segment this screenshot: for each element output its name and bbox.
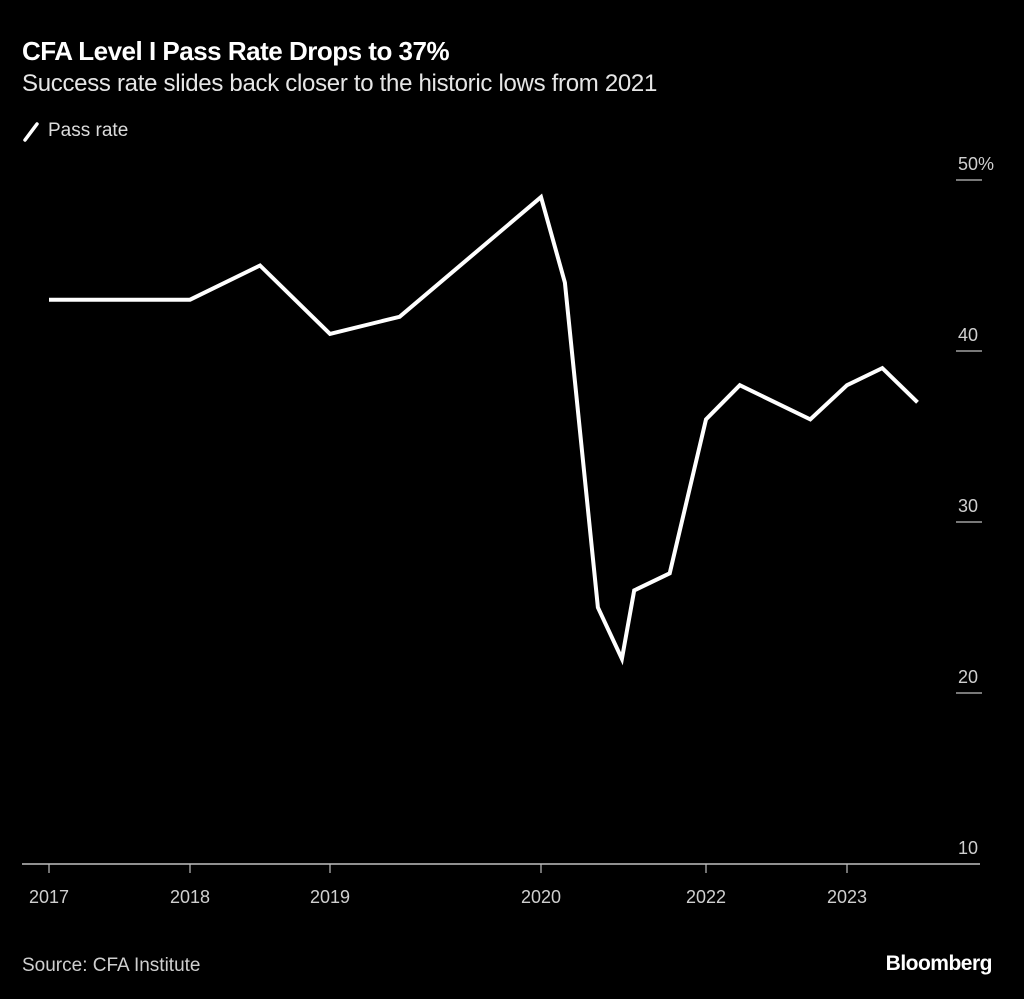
x-tick-label: 2017 <box>29 887 69 907</box>
y-tick-label: 20 <box>958 667 978 687</box>
series-line-pass-rate <box>49 193 919 666</box>
legend: Pass rate <box>22 119 128 143</box>
legend-label: Pass rate <box>48 120 129 141</box>
x-tick-label: 2019 <box>310 887 350 907</box>
bloomberg-logo: Bloomberg <box>885 952 993 975</box>
y-tick-label: 40 <box>958 325 978 345</box>
source-note: Source: CFA Institute <box>22 955 201 976</box>
x-tick-label: 2020 <box>521 887 561 907</box>
x-tick-label: 2023 <box>827 887 867 907</box>
chart-subtitle: Success rate slides back closer to the h… <box>22 70 658 97</box>
y-tick-label: 30 <box>958 496 978 516</box>
x-axis: 2017 2018 2019 2020 2022 2023 <box>22 863 980 907</box>
series-group <box>49 193 919 666</box>
y-axis: 50% 40 30 20 10 <box>956 154 994 858</box>
legend-line-icon <box>23 122 39 142</box>
chart-title: CFA Level I Pass Rate Drops to 37% <box>22 36 450 66</box>
x-tick-label: 2022 <box>686 887 726 907</box>
x-tick-label: 2018 <box>170 887 210 907</box>
y-tick-label: 10 <box>958 838 978 858</box>
y-tick-label: 50% <box>958 154 994 174</box>
